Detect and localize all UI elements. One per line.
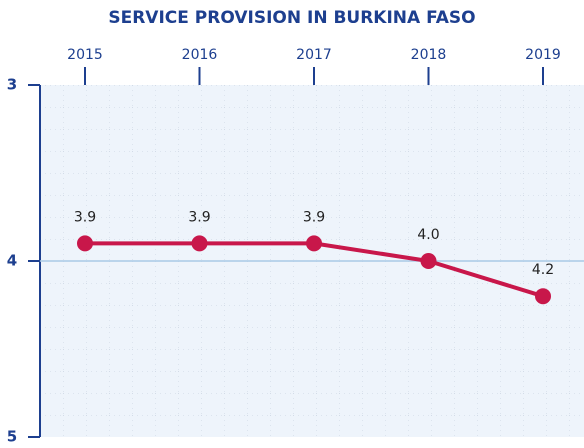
- point: [77, 235, 93, 252]
- point: [191, 235, 208, 252]
- x-tick-label: 2015: [67, 47, 103, 63]
- x-tick-label: 2018: [411, 47, 447, 63]
- y-tick-label: 5: [7, 428, 17, 446]
- point: [306, 235, 322, 252]
- chart-title: SERVICE PROVISION IN BURKINA FASO: [108, 8, 475, 28]
- y-tick-label: 4: [7, 252, 17, 270]
- data-label: 4.2: [532, 262, 554, 278]
- data-label: 3.9: [303, 209, 325, 225]
- x-tick-label: 2019: [525, 47, 561, 63]
- point: [420, 253, 437, 269]
- data-label: 3.9: [188, 209, 210, 225]
- y-tick-label: 3: [7, 76, 17, 94]
- point: [535, 288, 551, 305]
- data-label: 4.0: [417, 227, 439, 243]
- data-label: 3.9: [74, 209, 96, 225]
- x-tick-label: 2016: [182, 47, 218, 63]
- x-tick-label: 2017: [296, 47, 332, 63]
